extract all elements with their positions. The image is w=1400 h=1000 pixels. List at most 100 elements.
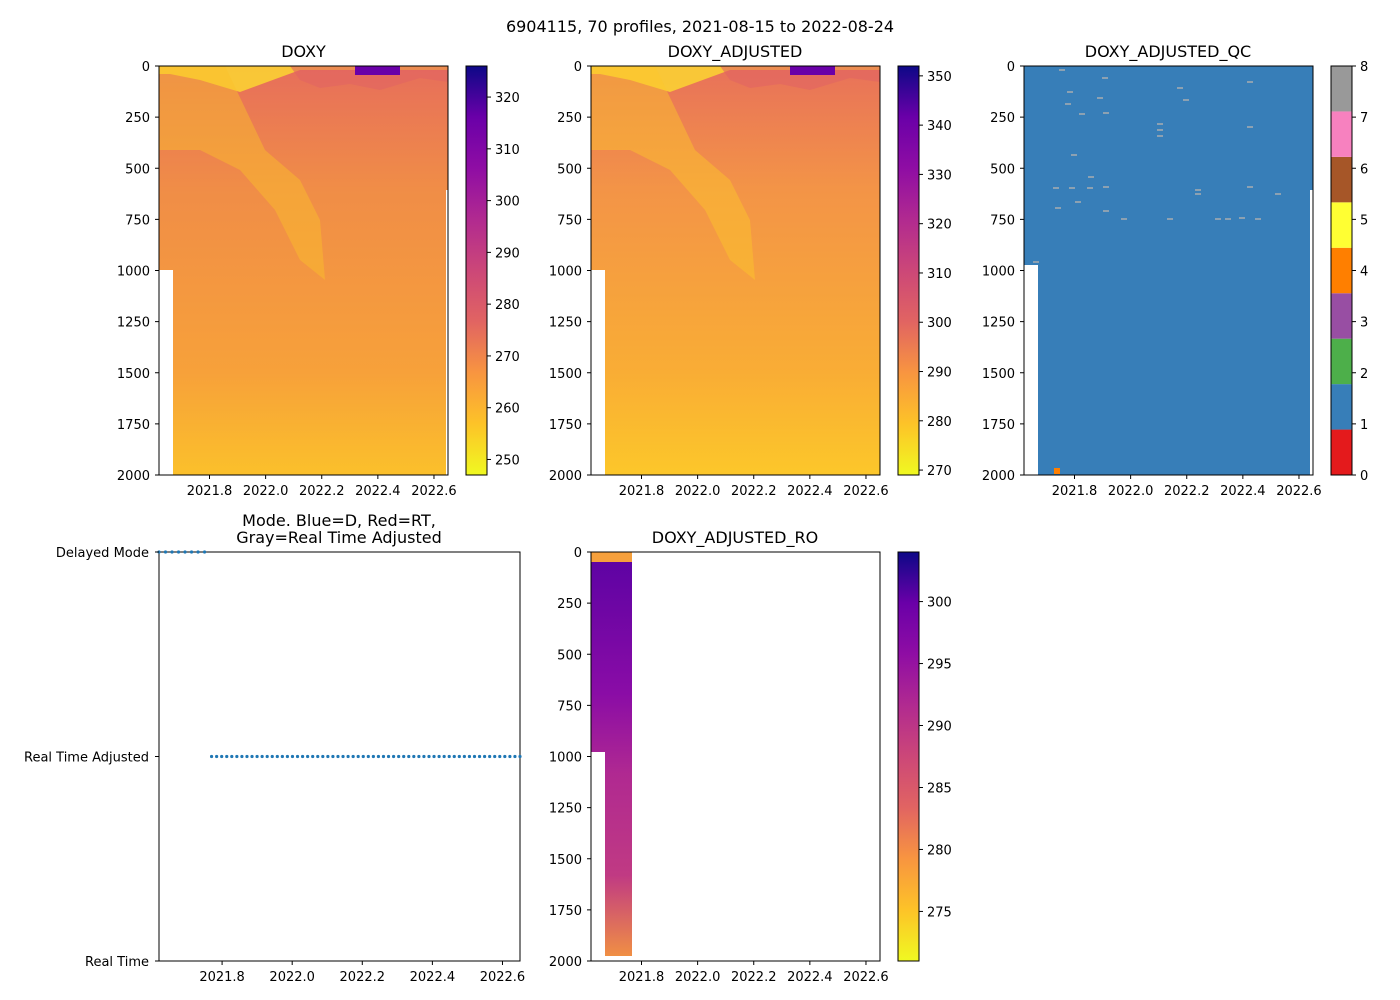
doxy-colorbar-ticks: 250 260 270 280 290 300 310 320 xyxy=(487,91,520,468)
mode-point xyxy=(452,754,456,759)
doxy-adjusted-colorbar-ticks: 270 280 290 300 310 320 330 340 350 xyxy=(919,70,952,479)
qc-missing-data-column xyxy=(1024,265,1038,475)
mode-point xyxy=(346,754,350,759)
mode-point xyxy=(170,550,174,554)
mode-point xyxy=(518,754,522,759)
doxy-adjusted-heatmap-field xyxy=(591,66,880,475)
x-tick-label: 2022.6 xyxy=(843,970,889,985)
x-tick-label: 2022.0 xyxy=(675,970,721,985)
y-tick-label: 1000 xyxy=(117,265,150,280)
y-tick-label: 2000 xyxy=(549,955,582,970)
y-tick-label: 500 xyxy=(990,162,1015,177)
y-tick-label: 2000 xyxy=(982,469,1015,484)
mode-point xyxy=(300,754,305,759)
y-tick-label: 1500 xyxy=(117,367,150,382)
y-tick-label: 1750 xyxy=(549,904,582,919)
mode-point xyxy=(417,754,421,759)
x-tick-label: 2022.2 xyxy=(731,970,777,985)
mode-point xyxy=(467,754,472,759)
y-tick-label: 1500 xyxy=(549,853,582,868)
mode-point xyxy=(326,754,330,759)
mode-point xyxy=(477,754,482,759)
mode-point xyxy=(361,754,365,759)
x-tick-label: 2022.2 xyxy=(1164,484,1210,499)
mode-point xyxy=(285,754,290,759)
mode-point xyxy=(202,550,207,554)
qc-colorbar xyxy=(1330,65,1353,476)
figure-title: 6904115, 70 profiles, 2021-08-15 to 2022… xyxy=(506,17,894,36)
y-tick-label: 250 xyxy=(557,597,582,612)
doxy-adjusted-surface-max-patch xyxy=(790,66,835,75)
x-tick-label: 2021.8 xyxy=(187,484,233,499)
panel-doxy-adjusted-title: DOXY_ADJUSTED xyxy=(668,42,803,62)
mode-point xyxy=(376,754,381,759)
y-tick-label: 0 xyxy=(574,60,582,75)
y-tick-label: 500 xyxy=(557,162,582,177)
ro-plot-background xyxy=(591,552,880,961)
y-tick-label: 750 xyxy=(990,213,1015,228)
qc-flag-marks xyxy=(1033,69,1281,474)
mode-point xyxy=(255,754,259,759)
y-tick-label: 0 xyxy=(1007,60,1015,75)
y-tick-label: 1000 xyxy=(982,265,1015,280)
mode-point xyxy=(351,754,355,759)
colorbar-tick-label: 280 xyxy=(495,298,520,313)
x-tick-label: 2022.0 xyxy=(675,484,721,499)
mode-point xyxy=(422,754,426,759)
doxy-surface-red-band xyxy=(290,66,448,90)
mode-point xyxy=(386,754,391,759)
x-tick-label: 2021.8 xyxy=(199,970,245,985)
qc-colorbar-segment xyxy=(1331,384,1352,430)
colorbar-tick-label: 275 xyxy=(927,905,952,920)
colorbar-tick-label: 6 xyxy=(1360,162,1368,177)
colorbar-tick-label: 285 xyxy=(927,781,952,796)
panel-doxy-adjusted-qc-axes: 2021.8 2022.0 2022.2 2022.4 2022.6 0 250 500 750… xyxy=(982,60,1322,499)
mode-point xyxy=(366,754,370,759)
mode-points xyxy=(157,550,522,759)
qc-colorbar-ticks: 0 1 2 3 4 5 6 7 8 xyxy=(1352,60,1368,484)
mode-point xyxy=(391,754,396,759)
mode-point xyxy=(235,754,239,759)
y-tick-label: 2000 xyxy=(117,469,150,484)
colorbar-tick-label: 320 xyxy=(495,91,520,106)
colorbar-tick-label: 1 xyxy=(1360,418,1368,433)
mode-point xyxy=(290,754,295,759)
x-tick-label: 2022.6 xyxy=(1276,484,1322,499)
doxy-missing-data-column xyxy=(159,270,173,475)
qc-colorbar-segment xyxy=(1331,66,1352,112)
x-tick-label: 2022.4 xyxy=(410,970,456,985)
doxy-mid-yellow-wedge xyxy=(159,66,325,280)
colorbar-tick-label: 300 xyxy=(927,596,952,611)
mode-point xyxy=(371,754,375,759)
y-tick-label: 250 xyxy=(557,111,582,126)
y-tick-label: 1750 xyxy=(549,418,582,433)
mode-point xyxy=(407,754,411,759)
mode-point xyxy=(245,754,249,759)
qc-flag-4-mark xyxy=(1054,468,1060,474)
doxy-adjusted-surface-red-band xyxy=(720,66,880,90)
colorbar-tick-label: 350 xyxy=(927,70,952,85)
doxy-colorbar xyxy=(465,65,488,476)
y-tick-label: 250 xyxy=(125,111,150,126)
y-tick-label: 1000 xyxy=(549,751,582,766)
x-tick-label: 2022.2 xyxy=(299,484,345,499)
colorbar-tick-label: 280 xyxy=(927,843,952,858)
x-tick-label: 2021.8 xyxy=(1052,484,1098,499)
colorbar-tick-label: 4 xyxy=(1360,265,1368,280)
mode-point xyxy=(457,754,461,759)
colorbar-tick-label: 270 xyxy=(927,464,952,479)
panel-doxy: DOXY 2021.8 2022.0 2022.2 2022.4 2022.6 0 250 5… xyxy=(117,42,520,499)
mode-point xyxy=(472,754,477,759)
qc-missing-data-edge xyxy=(1310,190,1313,475)
doxy-adjusted-mid-yellow-wedge xyxy=(591,66,755,280)
y-tick-label: 750 xyxy=(557,699,582,714)
x-tick-label: 2022.4 xyxy=(787,970,833,985)
y-tick-label: 1750 xyxy=(117,418,150,433)
y-category-label: Real Time Adjusted xyxy=(24,751,149,766)
y-tick-label: 1500 xyxy=(549,367,582,382)
colorbar-tick-label: 250 xyxy=(495,453,520,468)
colorbar-tick-label: 340 xyxy=(927,119,952,134)
mode-point xyxy=(183,550,187,554)
mode-point xyxy=(402,754,406,759)
x-tick-label: 2022.2 xyxy=(340,970,386,985)
